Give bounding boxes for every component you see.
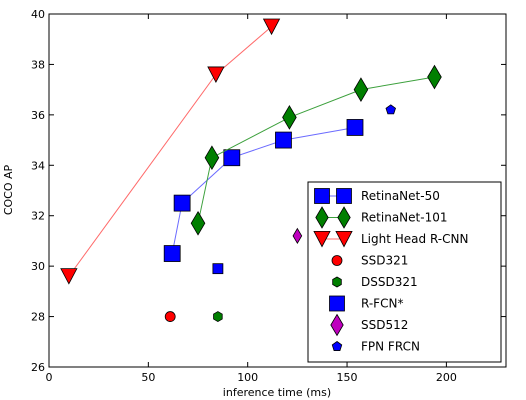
- data-point-light-head-r-cnn-1: [60, 268, 78, 285]
- series-fpn-frcn: [385, 104, 396, 115]
- legend-item-light-head-r-cnn: Light Head R-CNN: [313, 230, 468, 248]
- legend-label: RetinaNet-50: [361, 189, 440, 203]
- legend-marker: [329, 295, 345, 312]
- legend-item-retinanet-101: RetinaNet-101: [315, 206, 447, 229]
- legend-label: SSD512: [361, 318, 408, 332]
- legend-item-dssd321: DSSD321: [332, 275, 418, 289]
- x-tick-label: 200: [436, 371, 457, 384]
- legend-label: SSD321: [361, 254, 408, 268]
- legend-label: RetinaNet-101: [361, 211, 447, 225]
- legend-label: Light Head R-CNN: [361, 232, 468, 246]
- legend-item-retinanet-50: RetinaNet-50: [314, 188, 440, 204]
- legend-marker: [336, 188, 352, 204]
- data-point-r-fcn-1: [212, 263, 224, 275]
- x-tick-label: 50: [141, 371, 155, 384]
- plot-frame: [48, 13, 507, 368]
- legend-item-fpn-frcn: FPN FRCN: [331, 340, 420, 354]
- series-line-light-head-r-cnn: [68, 26, 272, 277]
- legend-box: [307, 181, 502, 363]
- legend-marker: [330, 313, 344, 337]
- legend-label: DSSD321: [361, 275, 418, 289]
- data-point-retinanet-101-5: [427, 64, 442, 90]
- data-point-retinanet-101-1: [190, 210, 206, 236]
- data-point-ssd321-1: [164, 311, 176, 322]
- y-tick-label: 40: [31, 8, 45, 21]
- data-point-retinanet-50-3: [223, 149, 241, 167]
- y-tick-label: 36: [31, 109, 45, 122]
- y-tick-label: 26: [31, 361, 45, 374]
- series-r-fcn: [212, 263, 224, 275]
- series-ssd321: [164, 311, 176, 322]
- axes: 0 50 100 150 200 26 28 30 32 34 36 38 40: [31, 8, 507, 384]
- y-tick-label: 32: [31, 210, 45, 223]
- series-retinanet-101: [190, 64, 442, 236]
- x-axis-label: inference time (ms): [223, 386, 331, 399]
- x-tick-label: 0: [46, 371, 53, 384]
- data-point-ssd512-1: [292, 227, 303, 245]
- data-point-retinanet-101-3: [282, 105, 297, 130]
- legend-item-r-fcn: R-FCN*: [329, 295, 403, 312]
- legend: RetinaNet-50 RetinaNet-101 Light Head R-CN…: [307, 181, 502, 363]
- legend-marker: [337, 206, 351, 229]
- x-tick-label: 100: [237, 371, 258, 384]
- legend-marker: [332, 276, 342, 288]
- y-tick-label: 34: [31, 159, 45, 172]
- legend-item-ssd512: SSD512: [330, 313, 408, 337]
- data-point-dssd321-1: [213, 311, 223, 323]
- series-ssd512: [292, 227, 303, 245]
- data-point-fpn-frcn-1: [385, 104, 396, 115]
- legend-label: R-FCN*: [361, 297, 403, 311]
- series-retinanet-50: [163, 119, 364, 262]
- data-point-light-head-r-cnn-3: [262, 18, 281, 36]
- legend-marker: [335, 230, 353, 248]
- legend-marker: [314, 188, 330, 204]
- series-dssd321: [213, 311, 223, 323]
- y-tick-label: 30: [31, 260, 45, 273]
- legend-marker: [331, 255, 343, 266]
- data-point-retinanet-50-4: [275, 131, 292, 149]
- x-tick-label: 150: [337, 371, 358, 384]
- series-light-head-r-cnn: [60, 18, 281, 285]
- data-point-retinanet-50-2: [173, 194, 191, 212]
- legend-label: FPN FRCN: [361, 340, 420, 354]
- legend-marker: [315, 206, 329, 229]
- legend-item-ssd321: SSD321: [331, 254, 408, 268]
- legend-marker: [331, 341, 343, 351]
- plot-area: [60, 18, 442, 323]
- y-tick-label: 28: [31, 311, 45, 324]
- data-point-retinanet-50-5: [346, 119, 364, 136]
- y-tick-label: 38: [31, 58, 45, 71]
- data-point-light-head-r-cnn-2: [207, 66, 225, 83]
- data-point-retinanet-101-4: [353, 77, 369, 102]
- y-axis-label: COCO AP: [2, 164, 15, 215]
- data-point-retinanet-50-1: [163, 245, 181, 262]
- legend-marker: [313, 230, 331, 248]
- data-point-retinanet-101-2: [204, 145, 220, 171]
